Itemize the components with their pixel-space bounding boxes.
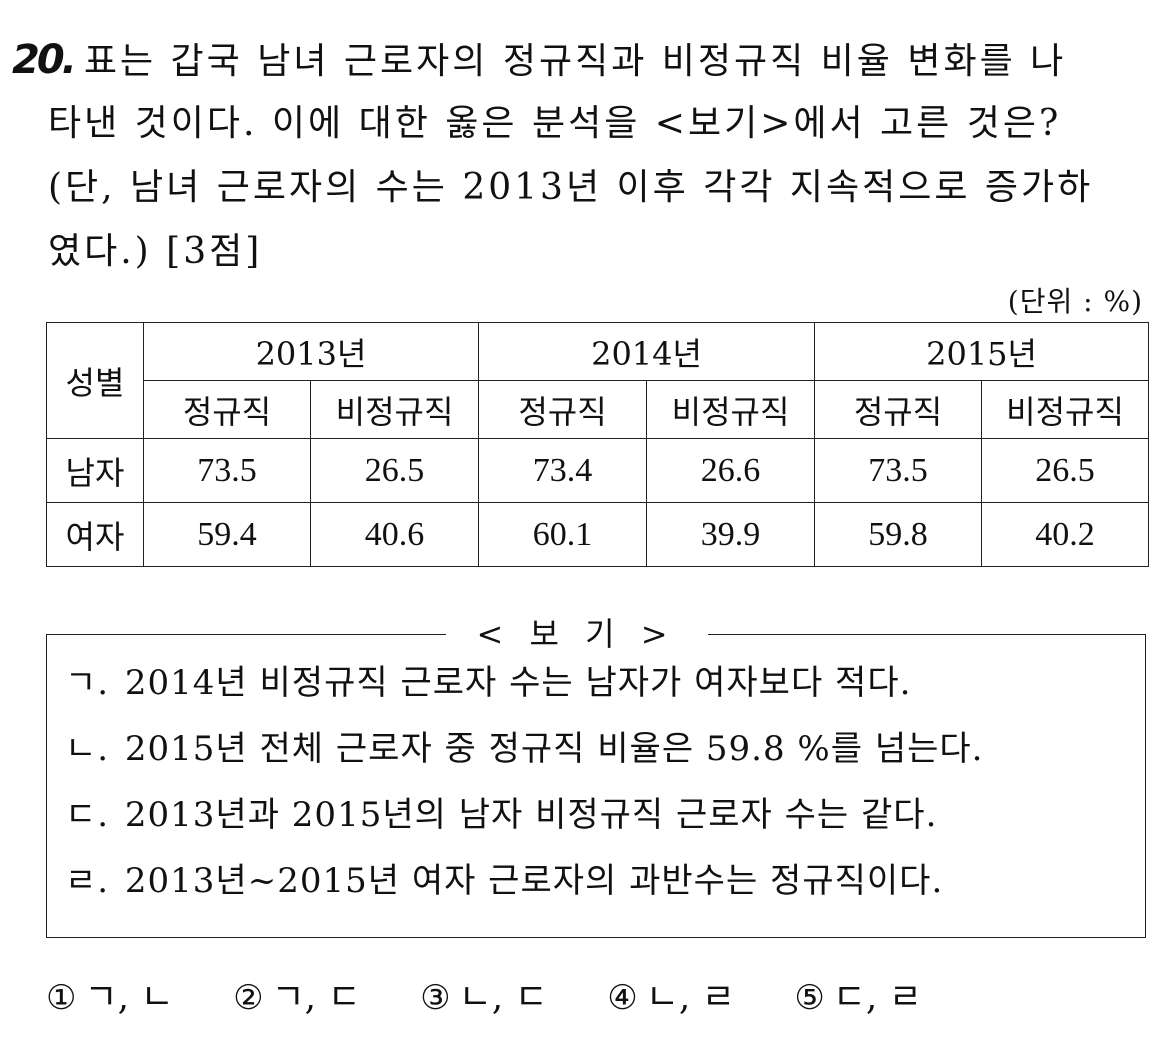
subheader-regular: 정규직 — [814, 380, 983, 439]
answer-choices: ① ㄱ, ㄴ ② ㄱ, ㄷ ③ ㄴ, ㄷ ④ ㄴ, ㄹ ⑤ ㄷ, ㄹ — [46, 968, 1146, 1028]
year-header-2013: 2013년 — [142, 322, 480, 381]
choice-number: ② — [233, 978, 264, 1018]
boki-item-text: 2013년~2015년 여자 근로자의 과반수는 정규직이다. — [124, 861, 944, 901]
table-cell: 40.2 — [981, 502, 1150, 567]
choice-text: ㄷ, ㄹ — [832, 977, 922, 1018]
subheader-nonregular: 비정규직 — [981, 380, 1150, 439]
boki-divider-right — [708, 634, 1145, 635]
year-header-2014: 2014년 — [478, 322, 816, 381]
question-line-3: (단, 남녀 근로자의 수는 2013년 이후 각각 지속적으로 증가하 — [48, 167, 1094, 208]
table-cell: 59.8 — [814, 502, 983, 567]
boki-box: ㄱ. 2014년 비정규직 근로자 수는 남자가 여자보다 적다. ㄴ. 201… — [46, 634, 1146, 938]
data-table: 성별 2013년 2014년 2015년 정규직 비정규직 정규직 비정규직 정… — [46, 322, 1150, 567]
table-row-female: 여자 59.4 40.6 60.1 39.9 59.8 40.2 — [46, 502, 1150, 567]
subheader-nonregular: 비정규직 — [646, 380, 816, 439]
choice-text: ㄴ, ㄷ — [458, 977, 548, 1018]
table-cell: 39.9 — [646, 502, 816, 567]
question-line-1: 20. 표는 갑국 남녀 근로자의 정규직과 비정규직 비율 변화를 나 — [12, 28, 1147, 92]
boki-item-giyeok: ㄱ. 2014년 비정규직 근로자 수는 남자가 여자보다 적다. — [65, 650, 1135, 716]
boki-item-digeut: ㄷ. 2013년과 2015년의 남자 비정규직 근로자 수는 같다. — [65, 782, 1135, 848]
table-cell: 60.1 — [478, 502, 648, 567]
table-subheader-row: 정규직 비정규직 정규직 비정규직 정규직 비정규직 — [47, 380, 1150, 439]
boki-item-mark: ㄱ. — [65, 663, 110, 703]
question-number: 20. — [12, 37, 77, 83]
question-stem: 20. 표는 갑국 남녀 근로자의 정규직과 비정규직 비율 변화를 나 타낸 것… — [12, 28, 1147, 284]
table-cell: 59.4 — [143, 502, 311, 567]
boki-item-mark: ㄷ. — [65, 795, 110, 835]
choice-number: ① — [46, 978, 77, 1018]
table-cell: 73.5 — [814, 438, 983, 503]
choice-text: ㄱ, ㄴ — [84, 977, 174, 1018]
boki-item-mark: ㄹ. — [65, 861, 110, 901]
question-line-4: 였다.) [3점] — [48, 231, 263, 272]
choice-2[interactable]: ② ㄱ, ㄷ — [233, 968, 361, 1028]
question-line-2: 타낸 것이다. 이에 대한 옳은 분석을 <보기>에서 고른 것은? — [48, 103, 1062, 144]
subheader-regular: 정규직 — [478, 380, 648, 439]
table-cell: 26.5 — [309, 438, 480, 503]
table-cell: 73.5 — [143, 438, 311, 503]
choice-4[interactable]: ④ ㄴ, ㄹ — [607, 968, 735, 1028]
table-unit-label: (단위 : %) — [1007, 285, 1143, 318]
choice-1[interactable]: ① ㄱ, ㄴ — [46, 968, 174, 1028]
table-row-male: 남자 73.5 26.5 73.4 26.6 73.5 26.5 — [46, 438, 1150, 503]
boki-item-rieul: ㄹ. 2013년~2015년 여자 근로자의 과반수는 정규직이다. — [65, 848, 1135, 914]
choice-number: ④ — [607, 978, 638, 1018]
boki-item-text: 2013년과 2015년의 남자 비정규직 근로자 수는 같다. — [124, 795, 938, 835]
boki-divider-left — [47, 634, 487, 635]
row-label-male: 남자 — [46, 438, 144, 503]
row-header-gender: 성별 — [46, 322, 144, 439]
year-header-2015: 2015년 — [814, 322, 1150, 381]
boki-item-text: 2015년 전체 근로자 중 정규직 비율은 59.8 %를 넘는다. — [124, 729, 984, 769]
table-header-row: 성별 2013년 2014년 2015년 — [46, 322, 1150, 439]
choice-number: ③ — [420, 978, 451, 1018]
subheader-regular: 정규직 — [143, 380, 311, 439]
subheader-nonregular: 비정규직 — [309, 380, 480, 439]
boki-title: < 보 기 > — [446, 610, 706, 658]
boki-item-text: 2014년 비정규직 근로자 수는 남자가 여자보다 적다. — [124, 663, 912, 703]
choice-3[interactable]: ③ ㄴ, ㄷ — [420, 968, 548, 1028]
row-label-female: 여자 — [46, 502, 144, 567]
table-cell: 73.4 — [478, 438, 648, 503]
choice-number: ⑤ — [794, 978, 825, 1018]
boki-items: ㄱ. 2014년 비정규직 근로자 수는 남자가 여자보다 적다. ㄴ. 201… — [65, 650, 1135, 914]
table-cell: 40.6 — [309, 502, 480, 567]
table-cell: 26.5 — [981, 438, 1150, 503]
question-text: 표는 갑국 남녀 근로자의 정규직과 비정규직 비율 변화를 나 — [83, 41, 1067, 82]
boki-item-nieun: ㄴ. 2015년 전체 근로자 중 정규직 비율은 59.8 %를 넘는다. — [65, 716, 1135, 782]
table-cell: 26.6 — [646, 438, 816, 503]
choice-text: ㄴ, ㄹ — [645, 977, 735, 1018]
choice-text: ㄱ, ㄷ — [271, 977, 361, 1018]
choice-5[interactable]: ⑤ ㄷ, ㄹ — [794, 968, 922, 1028]
boki-item-mark: ㄴ. — [65, 729, 110, 769]
